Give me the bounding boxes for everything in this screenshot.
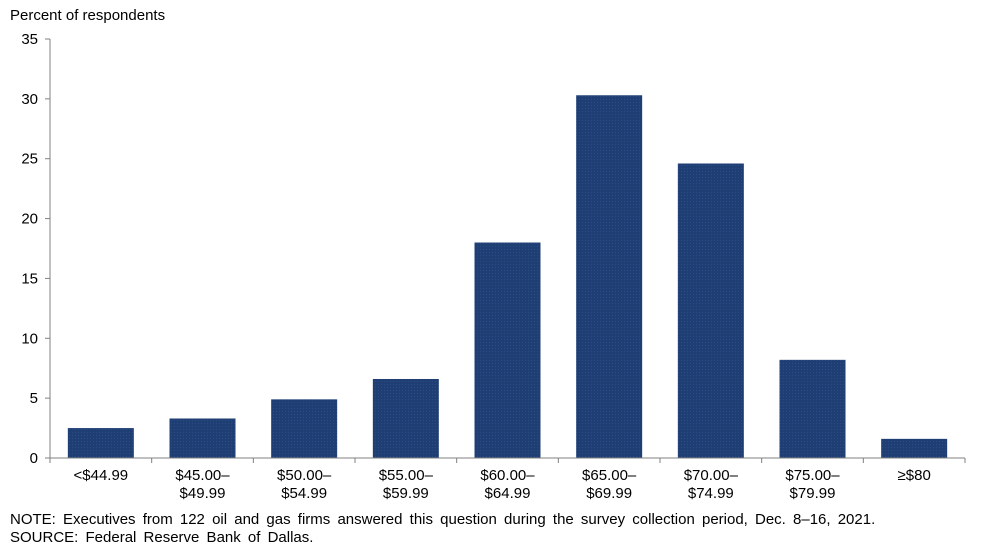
x-tick-label: $60.00– $64.99 xyxy=(480,467,535,502)
bar xyxy=(169,418,236,458)
chart-source: SOURCE: Federal Reserve Bank of Dallas. xyxy=(10,529,314,546)
x-tick-label: $75.00– $79.99 xyxy=(785,467,840,502)
y-tick-label: 35 xyxy=(21,31,38,48)
y-tick-label: 15 xyxy=(21,270,38,287)
x-tick-label: $55.00– $59.99 xyxy=(379,467,434,502)
y-tick-label: 20 xyxy=(21,211,38,228)
chart-note: NOTE: Executives from 122 oil and gas fi… xyxy=(10,511,876,528)
x-tick-label: $65.00– $69.99 xyxy=(582,467,637,502)
x-tick-label: $45.00– $49.99 xyxy=(175,467,230,502)
y-tick-label: 25 xyxy=(21,151,38,168)
y-tick-label: 30 xyxy=(21,91,38,108)
x-tick-label: ≥$80 xyxy=(898,467,931,484)
bar xyxy=(677,163,744,458)
bar xyxy=(474,242,541,458)
bar xyxy=(67,428,134,458)
y-tick-label: 0 xyxy=(30,450,38,467)
x-axis-ticks: <$44.99 $45.00– $49.99 $50.00– $54.99 $55.00–… xyxy=(49,458,966,502)
bar xyxy=(881,438,948,458)
y-axis-title: Percent of respondents xyxy=(10,7,165,24)
bar xyxy=(576,95,643,458)
x-tick-label: $50.00– $54.99 xyxy=(277,467,332,502)
y-axis-ticks: 0 5 10 15 20 25 30 35 xyxy=(21,31,50,467)
x-tick-label: <$44.99 xyxy=(74,467,129,484)
bar xyxy=(372,378,439,458)
x-tick-label: $70.00– $74.99 xyxy=(684,467,739,502)
bar xyxy=(271,399,338,458)
bars-group xyxy=(67,95,948,458)
y-tick-label: 10 xyxy=(21,330,38,347)
y-tick-label: 5 xyxy=(30,390,38,407)
bar xyxy=(779,359,846,458)
